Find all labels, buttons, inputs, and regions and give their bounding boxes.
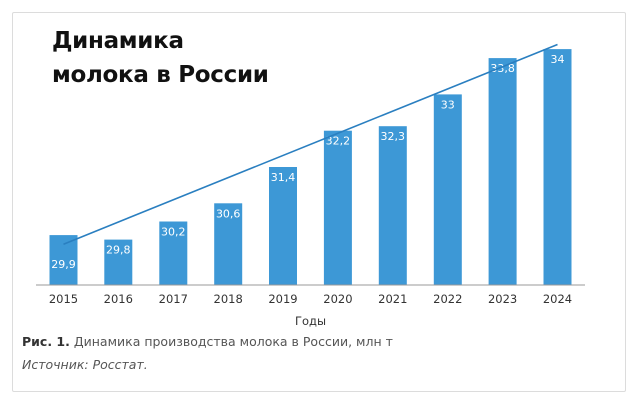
x-tick-label-2024: 2024 — [543, 292, 572, 306]
bar-2023 — [488, 58, 517, 285]
bar-2017 — [159, 221, 188, 285]
x-tick-label-2019: 2019 — [268, 292, 297, 306]
bar-2016 — [104, 239, 133, 285]
bars-group — [49, 49, 572, 286]
figure-caption: Рис. 1. Динамика производства молока в Р… — [22, 334, 393, 349]
x-tick-label-2015: 2015 — [49, 292, 78, 306]
trend-line — [63, 43, 558, 245]
chart-title: Динамика молока в России — [52, 24, 269, 92]
bar-value-label-2015: 29,9 — [51, 258, 76, 271]
bar-labels-group: 29,9 29,8 30,2 30,6 31,4 32,2 32,3 33 33,8 34 — [51, 53, 564, 271]
bar-2021 — [378, 126, 407, 285]
chart-title-line-2: молока в России — [52, 62, 269, 88]
bar-value-label-2024: 34 — [551, 53, 565, 66]
bar-value-label-2020: 32,2 — [326, 135, 351, 148]
x-tick-label-2020: 2020 — [323, 292, 352, 306]
x-tick-label-2023: 2023 — [488, 292, 517, 306]
x-tick-label-2016: 2016 — [104, 292, 133, 306]
figure-caption-text: Динамика производства молока в России, м… — [69, 334, 393, 349]
bar-value-label-2017: 30,2 — [161, 226, 186, 239]
bar-2022 — [433, 94, 462, 286]
bar-chart: 29,9 29,8 30,2 30,6 31,4 32,2 32,3 33 33,8 34 201… — [36, 43, 585, 328]
bar-value-label-2019: 31,4 — [271, 171, 296, 184]
bar-2019 — [269, 167, 297, 285]
bar-value-label-2021: 32,3 — [381, 130, 406, 143]
bar-value-label-2023: 33,8 — [490, 62, 515, 75]
x-tick-labels-group: 2015 2016 2017 2018 2019 2020 2021 2022 2023 2024 — [49, 292, 572, 306]
figure-number: Рис. 1. — [22, 334, 70, 349]
bar-2024 — [543, 49, 572, 285]
bar-2018 — [214, 203, 243, 285]
chart-title-line-1: Динамика — [52, 28, 184, 54]
x-tick-label-2017: 2017 — [159, 292, 188, 306]
x-axis-title: Годы — [295, 314, 326, 328]
x-tick-label-2021: 2021 — [378, 292, 407, 306]
bar-value-label-2016: 29,8 — [106, 244, 131, 257]
bar-value-label-2022: 33 — [441, 98, 455, 111]
chart-card — [12, 12, 626, 392]
bar-value-label-2018: 30,6 — [216, 207, 241, 220]
bar-2020 — [323, 130, 352, 285]
figure-source: Источник: Росстат. — [22, 357, 148, 372]
x-tick-label-2018: 2018 — [214, 292, 243, 306]
x-tick-label-2022: 2022 — [433, 292, 462, 306]
